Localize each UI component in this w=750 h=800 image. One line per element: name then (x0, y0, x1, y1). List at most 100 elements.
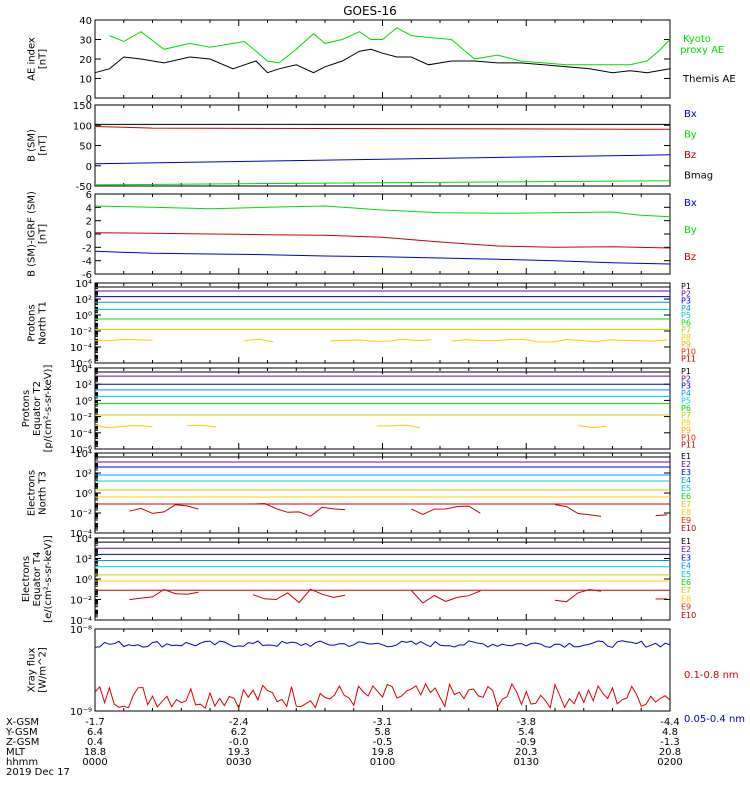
legend-label: E1 (681, 452, 691, 461)
y-axis-label-line: Protons (27, 304, 38, 341)
legend-label: E1 (681, 537, 691, 546)
legend-label: P5 (681, 396, 691, 405)
series-line (577, 425, 607, 429)
legend-label: P2 (681, 289, 691, 298)
ephemeris-value: -2.4 (229, 717, 249, 728)
y-axis-label: ElectronsEquator T4[e/(cm²-s-sr-keV)] (21, 535, 54, 623)
y-tick-label: 10² (75, 295, 92, 306)
y-tick-label: 50 (79, 142, 92, 153)
legend-label: P3 (681, 382, 691, 391)
legend-label: E8 (681, 594, 691, 603)
ephemeris-value: 0100 (370, 757, 395, 768)
legend-label: P5 (681, 311, 691, 320)
series-line (94, 682, 671, 710)
y-tick-label: 10² (75, 380, 92, 391)
y-tick-label: 10⁻⁴ (70, 343, 92, 354)
series-line (94, 232, 671, 249)
legend-label: 0.05-0.4 nm (684, 714, 745, 725)
ephemeris-value: -0.5 (373, 737, 393, 748)
y-axis-label-line: Equator T4 (32, 552, 43, 607)
legend-label: P7 (681, 326, 691, 335)
legend-label: Bz (684, 150, 696, 161)
ephemeris-label: Y-GSM (5, 727, 38, 738)
legend-label: E10 (681, 611, 696, 620)
y-tick-label: 10⁻⁹ (70, 707, 92, 718)
series-line-e9 (554, 504, 602, 517)
y-tick-label: -4 (82, 257, 92, 268)
ephemeris-value: -1.3 (660, 737, 680, 748)
ephemeris-value: 19.8 (371, 747, 393, 758)
legend-label: Bx (684, 198, 697, 209)
y-tick-label: -50 (76, 182, 92, 193)
y-axis-label: B (SM)[nT] (27, 129, 49, 162)
legend-label: By (684, 225, 697, 236)
y-axis-label: AE index[nT] (27, 37, 49, 81)
legend-label: P10 (681, 347, 696, 356)
y-tick-label: 0 (86, 162, 92, 173)
series-line (186, 424, 216, 428)
y-tick-label: 30 (79, 36, 92, 47)
panel-frame (94, 104, 671, 187)
y-axis-label: ProtonsNorth T1 (27, 301, 49, 345)
series-line-e9 (129, 588, 199, 601)
y-axis-label-line: Xray flux (27, 648, 38, 693)
legend-label: P8 (681, 419, 691, 428)
legend-label: P6 (681, 404, 691, 413)
y-tick-label: 10 (79, 75, 92, 86)
series-line (94, 338, 153, 342)
ephemeris-value: 4.8 (662, 727, 678, 738)
panel-e2: 10⁻⁴ 10⁻² 10⁰ 10² 10⁴ ElectronsEquator T4[e/(… (21, 534, 696, 627)
y-tick-label: 10⁰ (75, 396, 92, 407)
y-tick-label: 20 (79, 55, 92, 66)
y-axis-label-line: [W/m^2] (38, 647, 49, 693)
legend-label: E10 (681, 524, 696, 533)
y-tick-label: 10² (75, 469, 92, 480)
ephemeris-value: 20.3 (515, 747, 537, 758)
series-line (94, 250, 671, 265)
series-line-e9 (253, 502, 346, 517)
y-axis-label-line: [nT] (38, 49, 49, 69)
ephemeris-table: X-GSM -1.7 -2.4 -3.1 -3.8 -4.4 Y-GSM 6.4 6.2 5.8 5… (5, 717, 683, 778)
ephemeris-value: 18.8 (84, 747, 106, 758)
series-line (244, 338, 274, 343)
series-line (94, 640, 671, 648)
legend-label: E6 (681, 492, 691, 501)
legend-label: Themis AE (682, 74, 736, 85)
legend-label: Bmag (684, 171, 713, 182)
legend-label: 0.1-0.8 nm (684, 670, 739, 681)
legend-label: E2 (681, 460, 691, 469)
panel-bsm: -50 0 50 100 150 B (SM)[nT] Bx By Bz Bmag (27, 101, 714, 193)
date-label: 2019 Dec 17 (6, 767, 70, 778)
y-tick-label: 6 (86, 190, 92, 201)
panel-p1: 10⁻⁶ 10⁻⁴ 10⁻² 10⁰ 10² 10⁴ ProtonsNorth T1 P1P2… (27, 279, 697, 370)
legend-label: P8 (681, 333, 691, 342)
y-axis-label-line: Equator T2 (32, 381, 43, 436)
legend-label: E5 (681, 570, 691, 579)
y-axis-label-line: [p/(cm²-s-sr-keV)] (43, 365, 54, 453)
y-axis-label: ElectronsNorth T3 (27, 470, 49, 516)
legend-label: Kyoto (683, 34, 711, 45)
y-tick-label: 10⁻⁴ (70, 429, 92, 440)
y-tick-label: 10⁻⁴ (70, 616, 92, 627)
y-axis-label-line: North T3 (38, 471, 49, 515)
series-line (94, 154, 671, 165)
y-tick-label: -2 (82, 243, 92, 254)
figure-title: GOES-16 (343, 4, 397, 18)
series-line (94, 424, 153, 429)
y-tick-label: 10⁴ (75, 364, 92, 375)
legend-label: E6 (681, 578, 691, 587)
y-tick-label: 10⁻² (70, 509, 92, 520)
panel-xray: 10⁻⁹ 10⁻⁸ Xray flux[W/m^2] 0.1-0.8 nm 0.05-0… (27, 625, 746, 725)
panel-frame (94, 537, 671, 621)
y-tick-label: 10⁻⁴ (70, 529, 92, 540)
legend-label: E3 (681, 553, 691, 562)
y-axis-label-line: [e/(cm²-s-sr-keV)] (43, 535, 54, 623)
legend-label: P11 (681, 441, 696, 450)
legend-label: P2 (681, 374, 691, 383)
legend-label: By (684, 130, 697, 141)
y-axis-label-line: B (SM) (27, 129, 38, 162)
series-line-e9 (554, 588, 602, 603)
series-line (376, 424, 420, 429)
series-line (451, 338, 668, 343)
